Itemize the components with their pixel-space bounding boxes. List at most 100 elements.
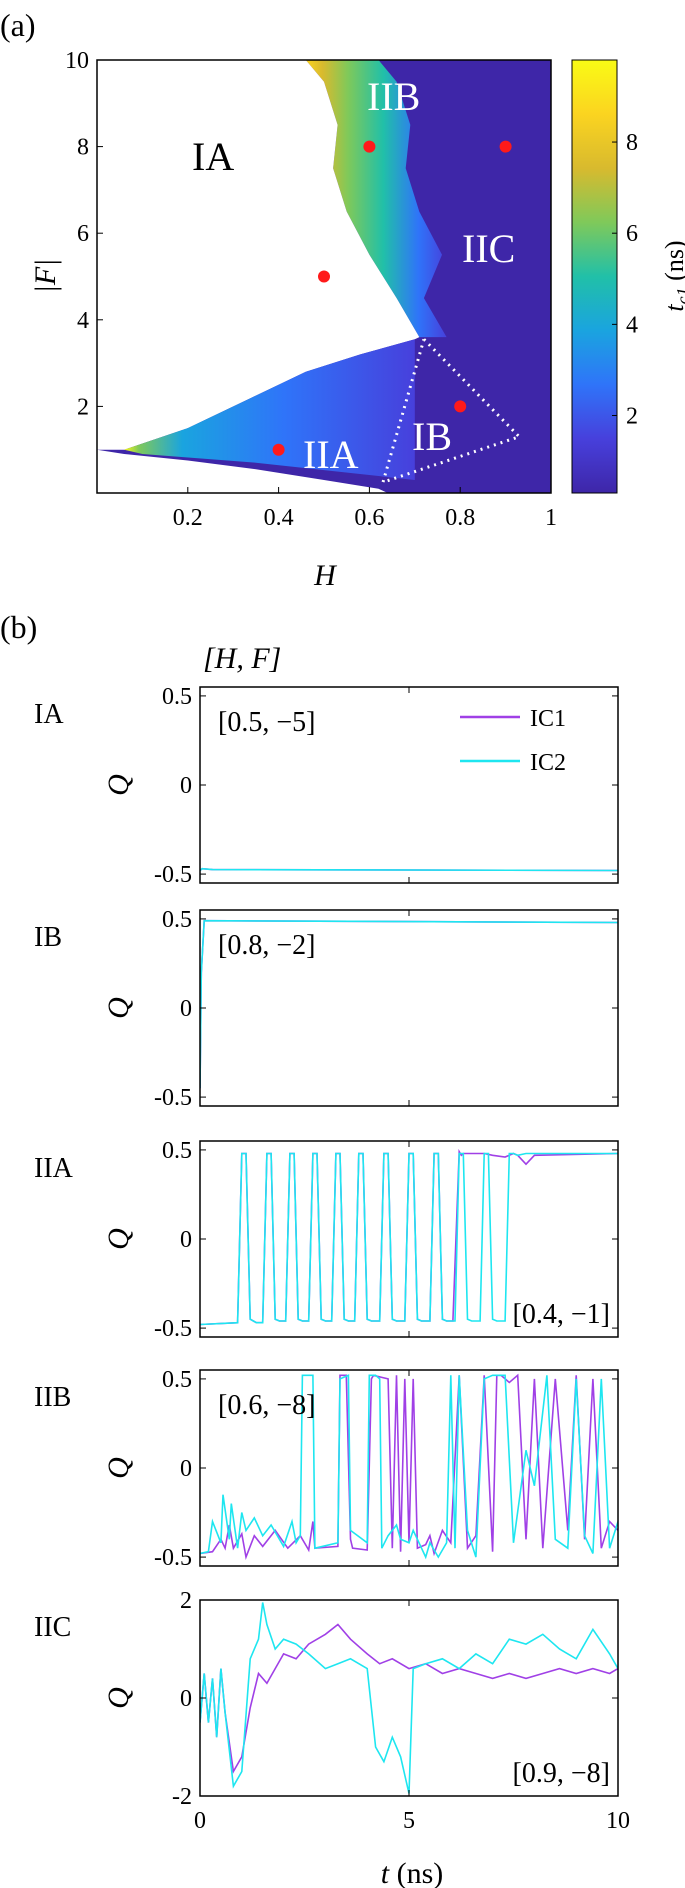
y-axis-label: Q [102,774,135,796]
legend-label: IC1 [530,706,566,732]
marked-point [454,400,467,413]
y-axis-label: Q [102,997,135,1019]
y-tick-label: 0.5 [162,1138,192,1164]
panel-a-ylabel: |F| [29,259,62,294]
region-label-iic: IIC [462,226,515,271]
y-tick-label: 2 [180,1588,192,1614]
y-tick-label: -0.5 [154,1545,192,1571]
x-tick-label: 0.6 [354,505,384,531]
region-label-ia: IA [192,134,234,179]
panel-a-x-ticks: 0.2 0.4 0.6 0.8 1 [173,487,557,531]
x-tick-label: 0 [194,1808,206,1834]
region-white-lower [97,449,388,493]
y-tick-label: -0.5 [154,1316,192,1342]
panel-a-y-ticks: 2 4 6 8 10 [65,48,103,420]
time-series-panel-ia: 0.5 0 -0.5 IA Q [0.5, −5] IC1 IC2 [34,684,619,888]
heatmap-frame [96,59,552,494]
y-tick-label: -2 [172,1784,192,1810]
params-label: [0.8, −2] [218,930,315,961]
region-label-iib: IIB [367,74,420,119]
y-axis-label: Q [102,1457,135,1479]
series-line-ic2 [200,1602,618,1794]
panel-b-header: [H, F] [203,642,281,675]
marked-point [499,140,512,153]
series-line-ic2 [200,1152,618,1326]
x-tick-label: 10 [606,1808,630,1834]
colorbar-ticks: 2 4 6 8 [612,130,638,430]
params-label: [0.5, −5] [218,707,315,738]
y-tick-label: 8 [77,135,89,161]
series-group [200,1148,618,1326]
panel-name: IIA [34,1153,74,1184]
x-tick-label: 0.2 [173,505,203,531]
y-tick-label: -0.5 [154,862,192,888]
colorbar-tick-label: 2 [626,404,638,430]
heatmap-area [97,60,551,493]
y-tick-label: 0 [180,1686,192,1712]
y-tick-label: 0 [180,996,192,1022]
time-series-panels: 0.5 0 -0.5 IA Q [0.5, −5] IC1 IC2 0.5 0 -0.5 IB Q [0.… [34,684,630,1834]
region-ia-white [97,60,420,450]
series-line-ic2 [200,867,618,872]
series-line-ic2 [200,1374,618,1560]
y-tick-label: 6 [77,221,89,247]
panel-b-xlabel-unit: (ns) [389,1857,443,1888]
marked-point [318,270,330,283]
params-label: [0.4, −1] [513,1299,610,1330]
panel-b-xlabel: t (ns) [381,1857,444,1888]
y-axis-label: Q [102,1228,135,1250]
time-series-panel-ib: 0.5 0 -0.5 IB Q [0.8, −2] [34,907,619,1111]
series-group [200,1602,618,1794]
panel-name: IIC [34,1612,71,1643]
panel-b-label: (b) [0,609,37,645]
y-tick-label: 0.5 [162,907,192,933]
colorbar-tick-label: 6 [626,221,638,247]
panel-name: IB [34,922,62,953]
panel-a-label: (a) [0,7,36,43]
iia-gradient-wedge [124,339,415,480]
marked-points [272,140,512,456]
series-line-ic1 [200,1373,618,1561]
region-label-iia: IIA [303,432,359,477]
x-tick-label: 0.4 [264,505,294,531]
y-tick-label: 0 [180,1227,192,1253]
colorbar-tick-label: 8 [626,130,638,156]
y-tick-label: -0.5 [154,1085,192,1111]
params-label: [0.9, −8] [513,1758,610,1789]
x-tick-label: 1 [545,505,557,531]
panel-a-xlabel: H [313,559,338,592]
legend-label: IC2 [530,750,566,776]
panel-b-xlabel-main: t [381,1857,390,1888]
series-group [200,867,618,872]
colorbar-tick-label: 4 [626,312,638,338]
legend: IC1 IC2 [460,706,566,776]
plot-area [200,687,618,883]
panel-name: IA [34,699,64,730]
y-tick-label: 0.5 [162,684,192,710]
time-series-panel-iib: 0.5 0 -0.5 IIB Q [0.6, −8] [34,1367,619,1571]
colorbar [571,59,618,494]
panel-a: (a) IA IIB IIC IIA IB 0.2 0.4 0.6 0.8 1 2 4 6 8… [0,7,685,592]
plot-area [200,910,618,1106]
colorbar-label: tc1 (ns) [660,240,685,311]
y-tick-label: 4 [77,308,89,334]
colorbar-label-unit: (ns) [660,240,685,287]
y-axis-label: Q [102,1687,135,1709]
colorbar-label-main: t [660,304,685,312]
y-tick-label: 0.5 [162,1367,192,1393]
time-series-panel-iia: 0.5 0 -0.5 IIA Q [0.4, −1] [34,1138,619,1342]
marked-point [272,443,285,456]
x-tick-label: 5 [403,1808,415,1834]
region-label-ib: IB [412,414,452,459]
colorbar-label-sub: c1 [673,287,685,304]
x-tick-label: 0.8 [445,505,475,531]
y-tick-label: 0 [180,1456,192,1482]
y-tick-label: 10 [65,48,89,74]
marked-point [363,140,376,153]
gradient-wedge [305,60,447,338]
y-tick-label: 2 [77,394,89,420]
y-tick-label: 0 [180,773,192,799]
